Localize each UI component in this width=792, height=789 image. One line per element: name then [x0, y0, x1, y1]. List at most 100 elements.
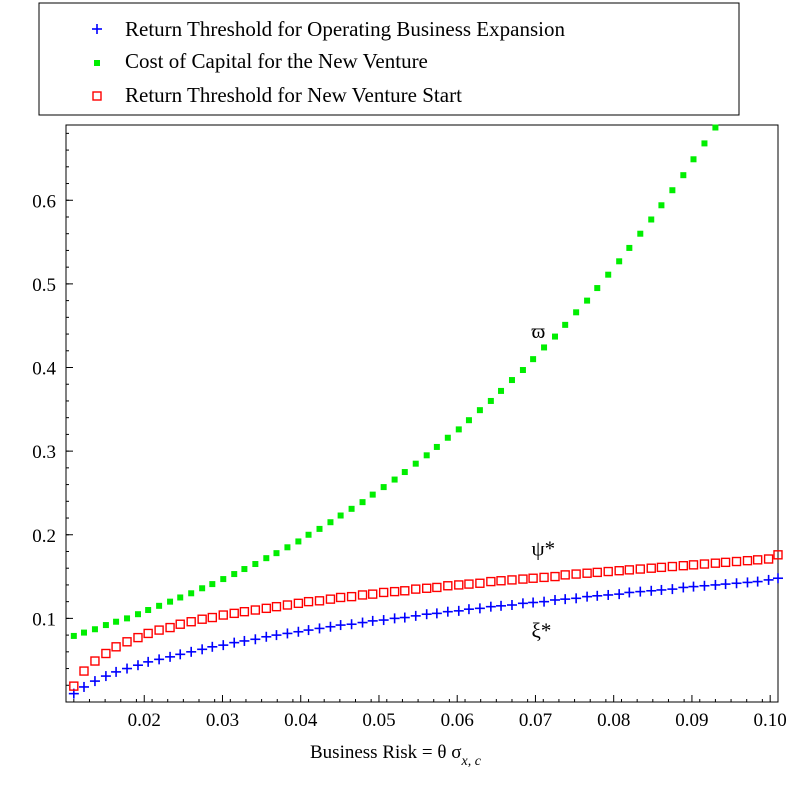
data-point-dot — [648, 216, 655, 223]
data-point-dot — [80, 629, 87, 636]
data-point-square — [411, 584, 421, 594]
data-point-dot — [562, 321, 569, 328]
data-point-square — [357, 590, 368, 600]
data-point-dot — [626, 244, 633, 251]
data-point-dot — [91, 626, 98, 633]
data-point-dot — [519, 367, 526, 374]
data-point-plus — [100, 671, 111, 682]
series-plus — [68, 573, 783, 699]
data-point-plus — [699, 580, 710, 591]
data-point-dot — [701, 140, 708, 147]
data-point-square — [432, 582, 442, 593]
data-point-square — [582, 568, 592, 578]
data-point-plus — [261, 631, 272, 642]
data-point-dot — [584, 297, 591, 304]
data-point-plus — [399, 612, 410, 623]
data-point-plus — [624, 587, 635, 598]
data-point-square — [207, 612, 218, 623]
legend-label-cost-of-capital: Cost of Capital for the New Venture — [125, 49, 428, 73]
data-point-square — [518, 574, 528, 584]
data-point-plus — [688, 581, 699, 592]
data-point-dot — [156, 602, 163, 609]
data-point-dot — [380, 484, 387, 491]
legend-marker-square — [92, 91, 102, 101]
data-point-square — [335, 592, 346, 603]
data-point-dot — [252, 561, 259, 568]
legend-label-expansion: Return Threshold for Operating Business … — [125, 17, 565, 41]
data-point-dot — [680, 172, 687, 179]
data-point-dot — [465, 417, 472, 424]
data-point-dot — [316, 525, 323, 532]
data-point-plus — [325, 621, 336, 632]
data-point-square — [560, 570, 570, 580]
data-point-plus — [186, 646, 197, 657]
x-tick-label: 0.02 — [128, 710, 161, 731]
data-point-plus — [143, 656, 154, 667]
y-tick-label: 0.1 — [32, 609, 56, 630]
y-tick-label: 0.5 — [32, 275, 56, 296]
data-point-plus — [239, 635, 250, 646]
data-point-dot — [241, 566, 248, 573]
data-point-dot — [476, 407, 483, 414]
data-point-square — [773, 550, 783, 560]
x-tick-label: 0.03 — [206, 710, 239, 731]
data-point-plus — [197, 644, 208, 655]
data-point-plus — [378, 615, 389, 626]
data-point-dot — [305, 531, 312, 538]
data-point-square — [378, 587, 389, 598]
data-point-square — [239, 606, 250, 617]
data-point-plus — [773, 573, 783, 584]
data-point-square — [720, 557, 731, 568]
data-point-plus — [742, 577, 753, 588]
data-point-square — [186, 617, 196, 627]
data-point-plus — [656, 584, 667, 595]
data-point-plus — [731, 578, 742, 589]
data-point-dot — [433, 443, 440, 450]
data-point-plus — [720, 579, 731, 590]
data-point-plus — [528, 597, 539, 608]
data-point-dot — [134, 611, 141, 618]
data-point-square — [282, 600, 293, 610]
data-point-square — [443, 581, 453, 591]
data-point-plus — [293, 626, 304, 637]
x-tick-label: 0.08 — [597, 710, 630, 731]
x-tick-label: 0.07 — [519, 710, 552, 731]
data-point-square — [197, 614, 207, 624]
data-point-square — [154, 625, 164, 635]
data-point-plus — [582, 591, 593, 602]
legend-marker-dot — [94, 60, 100, 66]
data-point-square — [646, 563, 656, 573]
data-point-plus — [485, 601, 496, 612]
data-point-plus — [550, 594, 561, 605]
data-point-plus — [453, 605, 464, 616]
data-point-square — [571, 569, 581, 579]
annotation-xi-star: ξ* — [532, 619, 552, 643]
data-point-dot — [124, 615, 131, 622]
data-point-square — [699, 559, 710, 569]
y-tick-label: 0.6 — [32, 191, 56, 212]
y-tick-label: 0.4 — [32, 359, 56, 380]
data-point-square — [710, 558, 721, 568]
data-point-square — [678, 560, 689, 571]
data-point-square — [101, 648, 111, 659]
data-point-plus — [175, 649, 186, 660]
data-point-square — [592, 567, 602, 578]
data-point-dot — [113, 618, 120, 625]
data-point-square — [69, 681, 79, 691]
data-point-plus — [154, 654, 165, 665]
data-point-square — [90, 656, 100, 666]
data-point-square — [421, 583, 432, 593]
data-point-dot — [284, 544, 291, 551]
data-point-plus — [667, 584, 678, 595]
x-axis-title-main: Business Risk = θ σ — [310, 742, 461, 763]
data-point-plus — [282, 628, 293, 639]
data-point-dot — [444, 434, 451, 441]
data-point-square — [763, 554, 774, 564]
data-point-plus — [89, 676, 100, 687]
data-point-dot — [552, 333, 559, 340]
data-point-square — [603, 566, 613, 577]
data-point-plus — [614, 589, 625, 600]
data-point-square — [635, 564, 645, 574]
data-point-dot — [177, 594, 184, 601]
data-point-dot — [616, 258, 623, 265]
